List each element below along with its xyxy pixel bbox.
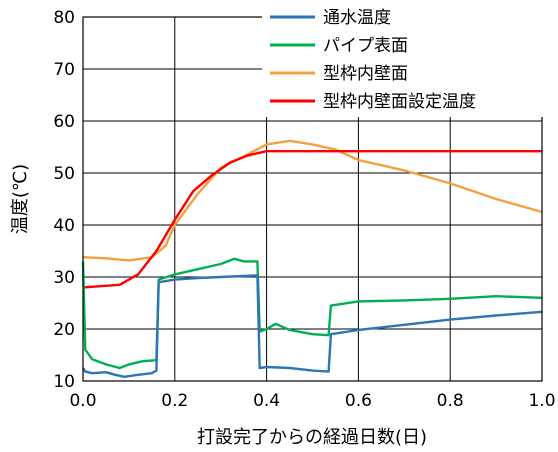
y-tick-label: 40 [53,216,75,236]
x-axis-title: 打設完了からの経過日数(日) [197,427,427,448]
legend-label-3: 型枠内壁面設定温度 [323,92,476,112]
x-tick-label: 0.0 [69,391,96,411]
x-tick-label: 0.6 [345,391,372,411]
legend-label-1: パイプ表面 [323,36,408,56]
x-tick-label: 0.8 [437,391,464,411]
y-axis-title: 温度(℃) [10,164,31,234]
y-tick-label: 60 [53,112,75,132]
y-tick-label: 80 [53,8,75,28]
y-tick-label: 70 [53,60,75,80]
x-tick-label: 1.0 [528,391,555,411]
y-tick-label: 30 [53,268,75,288]
y-tick-label: 50 [53,164,75,184]
x-tick-label: 0.2 [161,391,188,411]
legend-label-0: 通水温度 [323,8,391,28]
y-tick-label: 20 [53,320,75,340]
legend-label-2: 型枠内壁面 [323,64,408,84]
y-tick-label: 10 [53,372,75,392]
x-tick-label: 0.4 [253,391,280,411]
